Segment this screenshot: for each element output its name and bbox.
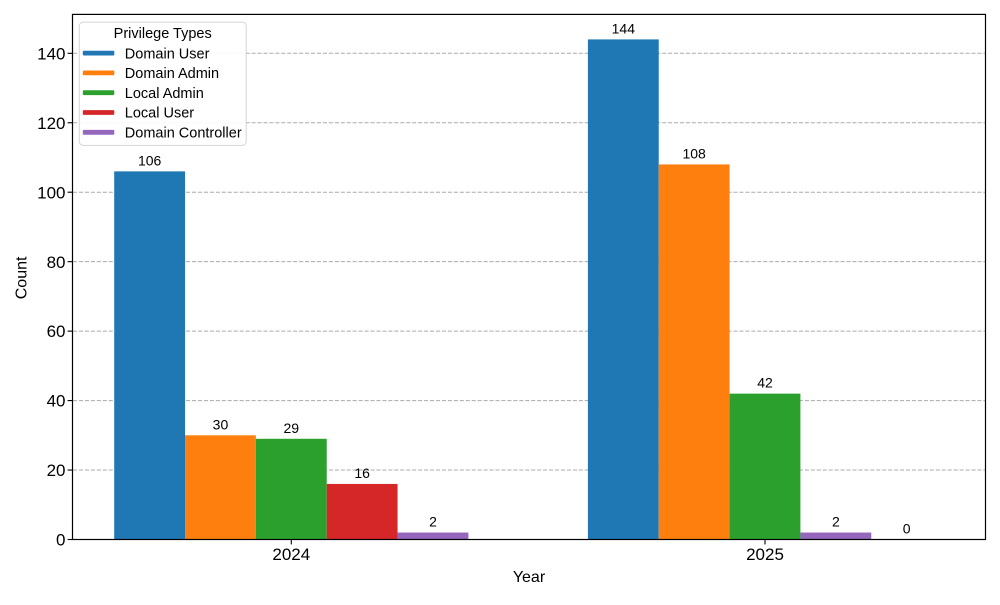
svg-text:40: 40 <box>47 392 66 411</box>
svg-text:42: 42 <box>757 375 773 391</box>
svg-text:140: 140 <box>37 44 65 63</box>
svg-text:120: 120 <box>37 114 65 133</box>
svg-text:Local User: Local User <box>125 106 194 122</box>
svg-text:2: 2 <box>429 514 437 530</box>
svg-text:144: 144 <box>612 20 636 36</box>
svg-text:Count: Count <box>14 256 31 299</box>
svg-text:Privilege Types: Privilege Types <box>114 26 212 42</box>
svg-text:2024: 2024 <box>272 545 310 564</box>
svg-text:60: 60 <box>47 322 66 341</box>
svg-text:16: 16 <box>354 465 370 481</box>
svg-text:106: 106 <box>138 152 162 168</box>
svg-text:108: 108 <box>682 145 706 161</box>
svg-text:20: 20 <box>47 461 66 480</box>
svg-text:0: 0 <box>903 521 911 537</box>
svg-text:Domain Admin: Domain Admin <box>125 66 219 82</box>
svg-text:2025: 2025 <box>746 545 784 564</box>
svg-text:30: 30 <box>213 416 229 432</box>
svg-text:2: 2 <box>832 514 840 530</box>
svg-text:Domain User: Domain User <box>125 46 210 62</box>
svg-text:Domain Controller: Domain Controller <box>125 126 242 142</box>
svg-text:Year: Year <box>513 569 546 586</box>
svg-text:29: 29 <box>284 420 300 436</box>
svg-text:Local Admin: Local Admin <box>125 86 204 102</box>
svg-text:100: 100 <box>37 183 65 202</box>
svg-text:0: 0 <box>56 531 65 550</box>
svg-text:80: 80 <box>47 253 66 272</box>
